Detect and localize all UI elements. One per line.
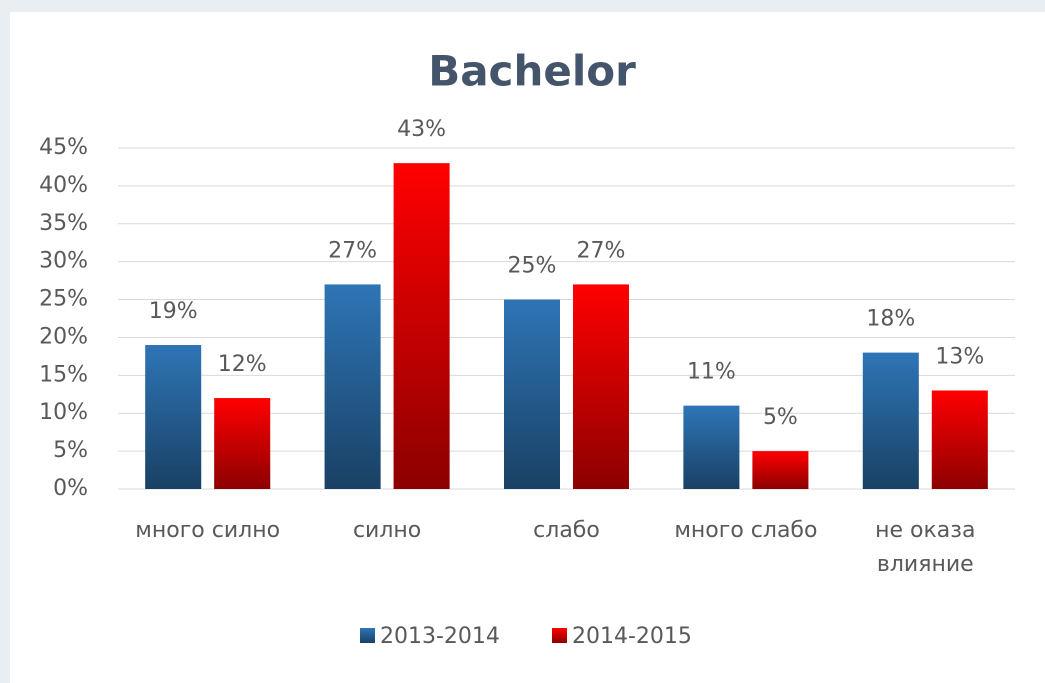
x-tick-label: не оказа влияние (875, 518, 976, 577)
x-tick-label: слабо (533, 518, 600, 543)
bar-shade (683, 405, 740, 489)
data-label: 27% (577, 238, 626, 263)
x-tick-label: много силно (135, 518, 281, 543)
bar-shade (393, 163, 450, 489)
legend-swatch-shade (552, 628, 567, 643)
data-label: 43% (397, 117, 446, 142)
bar-shade (931, 390, 988, 489)
bar-shade (752, 451, 809, 489)
data-label: 18% (866, 307, 915, 332)
data-label: 5% (763, 405, 798, 430)
data-label: 11% (687, 360, 736, 385)
data-label: 25% (508, 254, 557, 279)
bar-shade (324, 284, 381, 489)
y-tick-label: 35% (39, 211, 88, 236)
bar-shade (145, 345, 202, 489)
data-label: 27% (328, 238, 377, 263)
x-tick-label: много слабо (674, 518, 818, 543)
legend-swatch-shade (360, 628, 375, 643)
legend-label: 2013-2014 (380, 624, 500, 649)
y-tick-label: 40% (39, 173, 88, 198)
y-tick-label: 5% (53, 438, 88, 463)
x-tick-label: силно (352, 518, 422, 543)
bar-shade (862, 352, 919, 489)
chart-title: Bachelor (428, 47, 636, 96)
bar-shade (573, 284, 629, 489)
bar-shade (214, 398, 271, 489)
y-tick-label: 30% (39, 249, 88, 274)
legend-label: 2014-2015 (572, 624, 692, 649)
y-tick-label: 10% (39, 400, 88, 425)
y-tick-label: 20% (39, 324, 88, 349)
bar-shade (504, 299, 560, 489)
y-tick-label: 45% (39, 135, 88, 160)
y-tick-label: 15% (39, 362, 88, 387)
data-label: 12% (218, 352, 267, 377)
data-label: 13% (935, 344, 984, 369)
data-label: 19% (149, 299, 198, 324)
y-tick-label: 25% (39, 287, 88, 312)
y-tick-label: 0% (53, 476, 88, 501)
